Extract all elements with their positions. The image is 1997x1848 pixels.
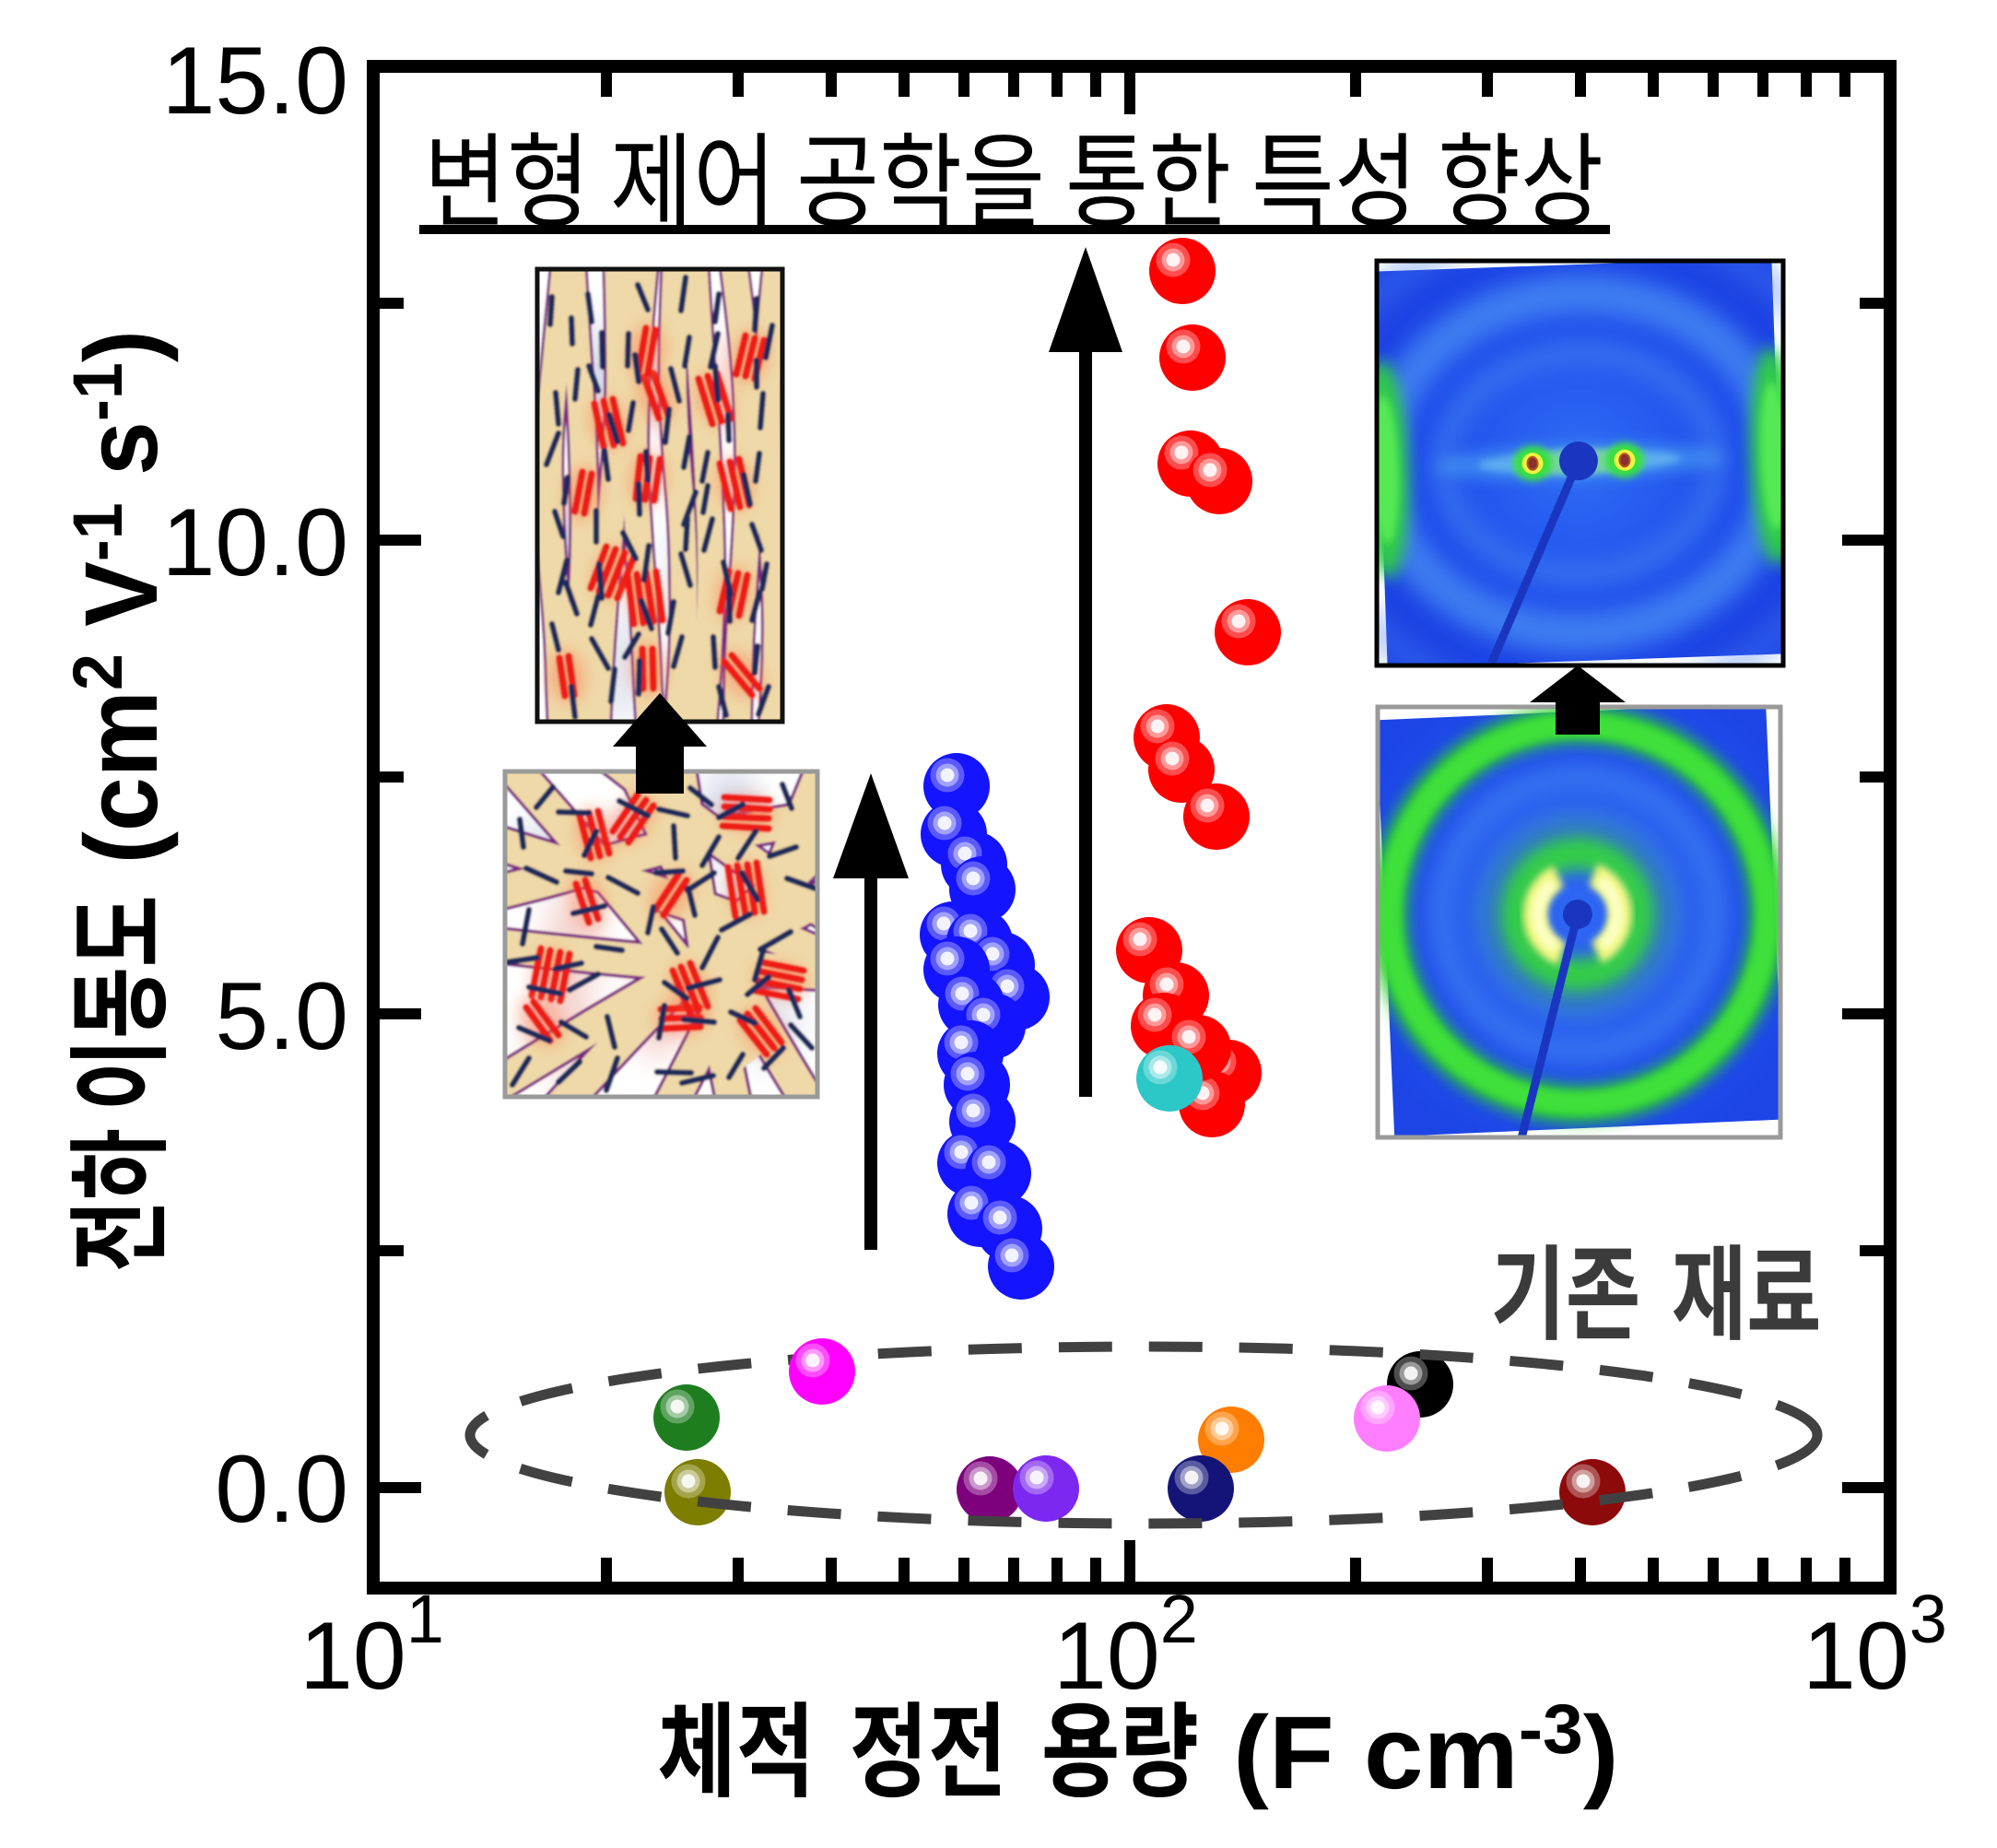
svg-text:10.0: 10.0 [162,489,348,596]
svg-text:15.0: 15.0 [162,28,348,135]
svg-text:5.0: 5.0 [215,963,348,1070]
svg-text:0.0: 0.0 [215,1436,348,1543]
